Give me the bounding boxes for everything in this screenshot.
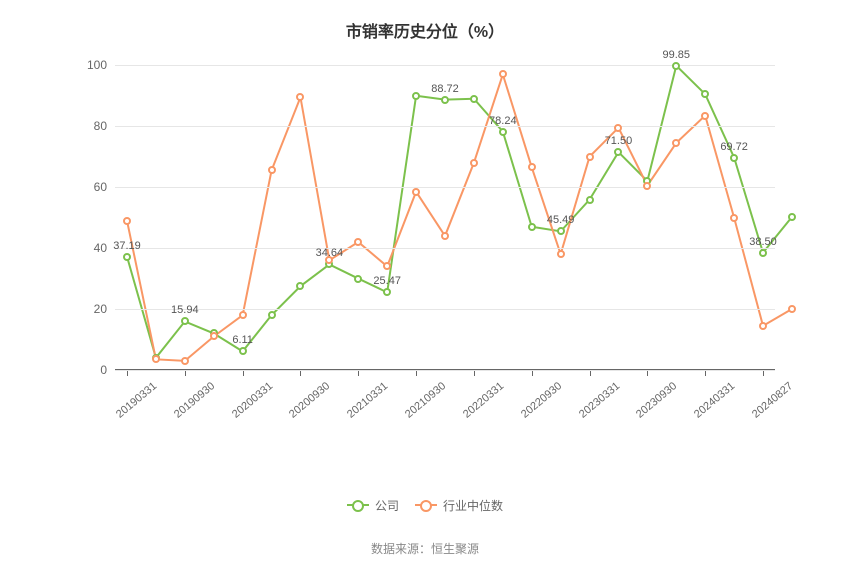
xtick-label: 20230331 (577, 380, 622, 421)
data-marker (470, 95, 478, 103)
legend: 公司 行业中位数 (0, 495, 850, 514)
xtick-label: 20240827 (750, 380, 795, 421)
data-marker (210, 332, 218, 340)
data-marker (528, 223, 536, 231)
data-marker (586, 196, 594, 204)
point-label: 38.50 (749, 236, 777, 248)
data-marker (441, 232, 449, 240)
series-line (127, 66, 792, 358)
xtick-label: 20220331 (461, 380, 506, 421)
ytick-label: 60 (94, 180, 107, 194)
data-marker (470, 159, 478, 167)
point-label: 6.11 (232, 335, 253, 347)
data-marker (672, 62, 680, 70)
data-marker (499, 70, 507, 78)
data-marker (354, 275, 362, 283)
data-marker (586, 153, 594, 161)
data-marker (730, 154, 738, 162)
point-label: 71.50 (605, 135, 633, 147)
gridline (115, 126, 775, 127)
data-marker (268, 311, 276, 319)
xtick-label: 20200331 (230, 380, 275, 421)
data-marker (296, 93, 304, 101)
point-label: 99.85 (663, 49, 691, 61)
ytick-label: 20 (94, 302, 107, 316)
data-marker (701, 90, 709, 98)
legend-swatch (415, 504, 437, 506)
point-label: 69.72 (720, 141, 748, 153)
legend-item[interactable]: 公司 (347, 497, 399, 514)
data-marker (383, 262, 391, 270)
xtick-label: 20240331 (692, 380, 737, 421)
gridline (115, 370, 775, 371)
data-marker (614, 124, 622, 132)
data-marker (239, 347, 247, 355)
data-marker (643, 182, 651, 190)
point-label: 34.64 (316, 248, 344, 260)
data-marker (614, 148, 622, 156)
gridline (115, 187, 775, 188)
data-marker (759, 249, 767, 257)
point-label: 78.24 (489, 115, 517, 127)
data-marker (181, 357, 189, 365)
ytick-label: 0 (100, 363, 107, 377)
data-source: 数据来源：恒生聚源 (0, 540, 850, 557)
point-label: 15.94 (171, 305, 199, 317)
series-line (127, 74, 792, 360)
plot-area: 2019033120190930202003312020093020210331… (115, 50, 775, 370)
data-marker (528, 163, 536, 171)
legend-label: 行业中位数 (443, 497, 503, 514)
xtick-label: 20210331 (345, 380, 390, 421)
data-marker (383, 288, 391, 296)
data-marker (499, 128, 507, 136)
data-marker (759, 322, 767, 330)
xtick-label: 20190331 (114, 380, 159, 421)
data-marker (412, 92, 420, 100)
data-marker (788, 305, 796, 313)
source-name: 恒生聚源 (431, 542, 479, 556)
xtick-label: 20220930 (519, 380, 564, 421)
data-marker (123, 217, 131, 225)
data-marker (152, 355, 160, 363)
legend-label: 公司 (375, 497, 399, 514)
data-marker (557, 250, 565, 258)
point-label: 88.72 (431, 83, 459, 95)
chart-container: 市销率历史分位（%） 20190331201909302020033120200… (0, 0, 850, 575)
xtick-label: 20190930 (172, 380, 217, 421)
data-marker (701, 112, 709, 120)
data-marker (557, 227, 565, 235)
gridline (115, 248, 775, 249)
xtick-label: 20200930 (287, 380, 332, 421)
point-label: 45.49 (547, 215, 575, 227)
ytick-label: 100 (87, 58, 107, 72)
point-label: 37.19 (113, 240, 141, 252)
chart-title: 市销率历史分位（%） (0, 18, 850, 42)
gridline (115, 309, 775, 310)
ytick-label: 80 (94, 119, 107, 133)
legend-swatch (347, 504, 369, 506)
data-marker (672, 139, 680, 147)
legend-item[interactable]: 行业中位数 (415, 497, 503, 514)
data-marker (412, 188, 420, 196)
data-marker (441, 96, 449, 104)
data-marker (239, 311, 247, 319)
data-marker (354, 238, 362, 246)
data-marker (296, 282, 304, 290)
xtick-label: 20230930 (634, 380, 679, 421)
source-prefix: 数据来源： (371, 542, 431, 556)
data-marker (730, 214, 738, 222)
xtick-label: 20210930 (403, 380, 448, 421)
ytick-label: 40 (94, 241, 107, 255)
point-label: 25.47 (373, 276, 401, 288)
data-marker (268, 166, 276, 174)
data-marker (181, 317, 189, 325)
data-marker (788, 213, 796, 221)
data-marker (123, 253, 131, 261)
